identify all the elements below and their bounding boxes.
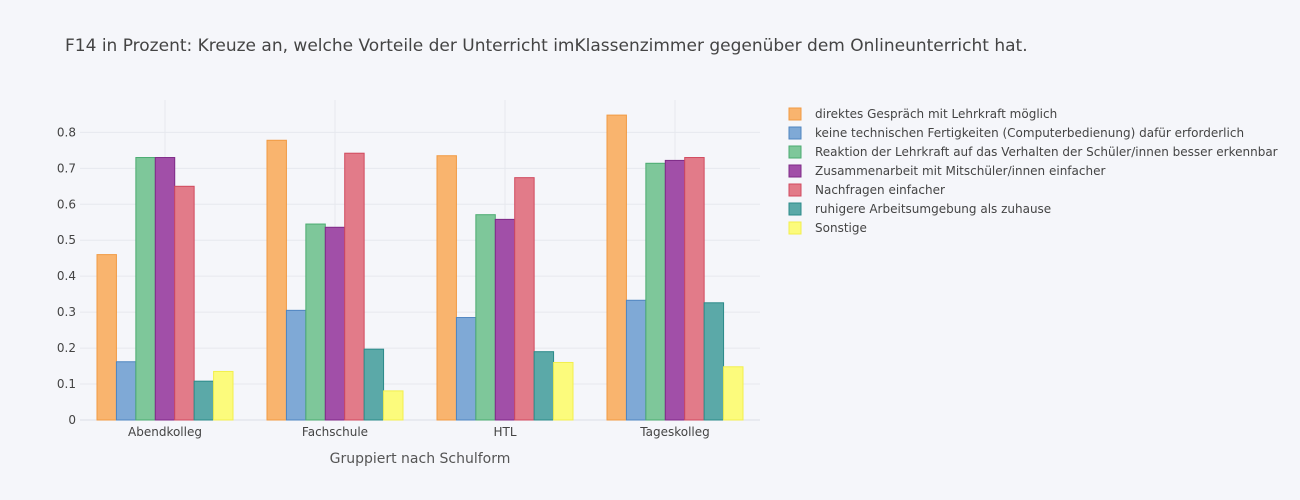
legend-item[interactable]: Sonstige bbox=[788, 221, 867, 235]
bar[interactable] bbox=[723, 366, 744, 421]
legend-label: keine technischen Fertigkeiten (Computer… bbox=[815, 126, 1244, 140]
x-tick-label: HTL bbox=[493, 425, 516, 439]
y-tick-label: 0.5 bbox=[57, 233, 76, 247]
bar[interactable] bbox=[324, 226, 346, 421]
legend-item[interactable]: keine technischen Fertigkeiten (Computer… bbox=[788, 126, 1244, 140]
bar[interactable] bbox=[533, 351, 555, 421]
legend-item[interactable]: ruhigere Arbeitsumgebung als zuhause bbox=[788, 202, 1051, 216]
y-tick-label: 0.3 bbox=[57, 305, 76, 319]
bar[interactable] bbox=[645, 162, 666, 421]
x-axis-title: Gruppiert nach Schulform bbox=[330, 451, 511, 467]
y-tick-label: 0.6 bbox=[57, 197, 76, 211]
y-tick-label: 0.7 bbox=[57, 161, 76, 175]
legend[interactable]: direktes Gespräch mit Lehrkraft möglich k… bbox=[788, 107, 1278, 235]
bar[interactable] bbox=[305, 223, 326, 421]
bar[interactable] bbox=[383, 390, 404, 421]
bar[interactable] bbox=[475, 214, 496, 421]
legend-item[interactable]: Reaktion der Lehrkraft auf das Verhalten… bbox=[788, 145, 1278, 159]
bar[interactable] bbox=[96, 254, 117, 421]
legend-label: ruhigere Arbeitsumgebung als zuhause bbox=[815, 202, 1051, 216]
bars bbox=[96, 114, 744, 421]
legend-swatch bbox=[788, 221, 802, 235]
legend-swatch bbox=[788, 183, 802, 197]
bar[interactable] bbox=[115, 361, 137, 421]
x-axis-ticks: Abendkolleg Fachschule HTL Tageskolleg bbox=[128, 425, 710, 439]
y-tick-label: 0 bbox=[68, 413, 76, 427]
legend-label: Nachfragen einfacher bbox=[815, 183, 945, 197]
y-tick-label: 0.1 bbox=[57, 377, 76, 391]
legend-label: direktes Gespräch mit Lehrkraft möglich bbox=[815, 107, 1057, 121]
chart-title: F14 in Prozent: Kreuze an, welche Vortei… bbox=[65, 36, 1028, 56]
bar[interactable] bbox=[266, 139, 287, 421]
bar[interactable] bbox=[363, 348, 385, 421]
legend-label: Reaktion der Lehrkraft auf das Verhalten… bbox=[815, 145, 1278, 159]
legend-swatch bbox=[788, 126, 802, 140]
y-tick-label: 0.2 bbox=[57, 341, 76, 355]
x-tick-label: Fachschule bbox=[302, 425, 368, 439]
bar[interactable] bbox=[664, 159, 686, 421]
legend-item[interactable]: Zusammenarbeit mit Mitschüler/innen einf… bbox=[788, 164, 1105, 178]
y-tick-label: 0.8 bbox=[57, 125, 76, 139]
bar[interactable] bbox=[135, 157, 156, 421]
legend-item[interactable]: Nachfragen einfacher bbox=[788, 183, 945, 197]
y-axis-ticks: 0 0.1 0.2 0.3 0.4 0.5 0.6 0.7 0.8 bbox=[57, 125, 76, 427]
y-tick-label: 0.4 bbox=[57, 269, 76, 283]
legend-swatch bbox=[788, 164, 802, 178]
legend-swatch bbox=[788, 145, 802, 159]
bar[interactable] bbox=[684, 157, 705, 421]
bar[interactable] bbox=[174, 185, 195, 421]
legend-swatch bbox=[788, 107, 802, 121]
bar[interactable] bbox=[514, 177, 535, 421]
bar[interactable] bbox=[154, 157, 176, 421]
bar[interactable] bbox=[436, 155, 457, 421]
bar[interactable] bbox=[703, 302, 725, 421]
legend-swatch bbox=[788, 202, 802, 216]
bar[interactable] bbox=[285, 309, 307, 421]
bar[interactable] bbox=[344, 152, 365, 421]
bar[interactable] bbox=[553, 361, 574, 421]
bar[interactable] bbox=[213, 370, 234, 421]
bar[interactable] bbox=[193, 380, 215, 421]
bar[interactable] bbox=[494, 218, 516, 421]
legend-label: Zusammenarbeit mit Mitschüler/innen einf… bbox=[815, 164, 1105, 178]
x-tick-label: Tageskolleg bbox=[639, 425, 709, 439]
bar[interactable] bbox=[606, 114, 627, 421]
legend-label: Sonstige bbox=[815, 221, 867, 235]
bar[interactable] bbox=[455, 317, 477, 421]
x-tick-label: Abendkolleg bbox=[128, 425, 202, 439]
bar[interactable] bbox=[625, 299, 647, 421]
legend-item[interactable]: direktes Gespräch mit Lehrkraft möglich bbox=[788, 107, 1057, 121]
